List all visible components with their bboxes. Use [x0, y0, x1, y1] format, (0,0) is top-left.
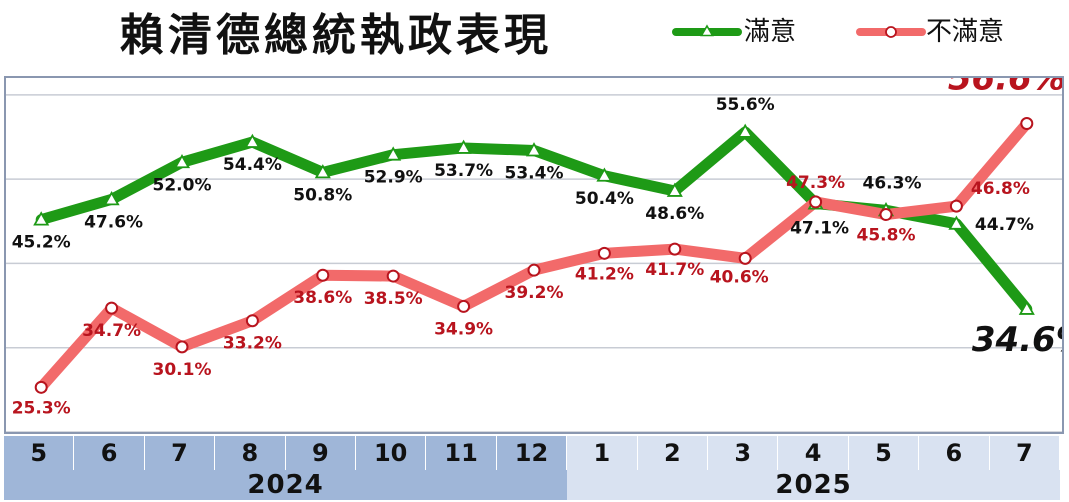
x-tick-label: 12	[496, 436, 568, 470]
dissatisfied-point	[879, 208, 893, 222]
x-tick-label: 5	[848, 436, 920, 470]
x-tick-label: 8	[215, 436, 286, 470]
satisfied-point	[314, 164, 331, 179]
dissatisfied-point	[1020, 117, 1034, 131]
satisfied-data-label: 54.4%	[223, 155, 282, 175]
satisfied-point	[244, 133, 261, 148]
dissatisfied-data-label: 40.6%	[710, 267, 769, 287]
line-chart: 45.2% 47.6% 52.0% 54.4% 50.8% 52.9% 53.7% 53.4%…	[6, 78, 1062, 432]
satisfied-point	[596, 167, 613, 182]
satisfied-data-label: 55.6%	[716, 95, 775, 115]
dissatisfied-data-label: 30.1%	[153, 360, 212, 380]
dissatisfied-data-label: 45.8%	[857, 226, 916, 246]
dissatisfied-point	[175, 340, 189, 354]
legend-satisfied-label: 滿意	[744, 17, 797, 47]
x-tick-label: 3	[708, 436, 779, 470]
satisfied-data-label: 53.4%	[505, 163, 564, 183]
x-tick-label: 9	[285, 436, 356, 470]
dissatisfied-data-label: 47.3%	[786, 173, 845, 193]
legend-dissatisfied-label: 不滿意	[926, 17, 1005, 47]
dissatisfied-data-label: 41.7%	[645, 260, 704, 280]
x-axis-band: 5 6 7 8 9 10 11 12 2024 1 2 3 4 5 6 7 2025	[4, 436, 1064, 500]
satisfied-point	[525, 142, 543, 157]
year-label: 2024	[4, 470, 568, 500]
x-tick-label: 7	[989, 436, 1060, 470]
x-tick-label: 10	[356, 436, 427, 470]
dissatisfied-data-label: 56.6%	[948, 78, 1062, 99]
satisfied-data-label: 44.7%	[975, 215, 1034, 235]
dissatisfied-point	[527, 263, 541, 277]
satisfied-data-label: 47.1%	[790, 219, 849, 239]
satisfied-data-label: 48.6%	[645, 204, 704, 224]
x-tick-label: 11	[426, 436, 497, 470]
legend-item-dissatisfied: 不滿意	[856, 14, 1046, 50]
satisfied-data-label: 50.8%	[293, 185, 352, 205]
legend-item-satisfied: 滿意	[672, 14, 822, 50]
dissatisfied-point	[949, 199, 963, 213]
dissatisfied-data-label: 34.9%	[434, 319, 493, 339]
satisfied-point	[737, 123, 754, 138]
dissatisfied-data-label: 34.7%	[82, 321, 141, 341]
satisfied-data-label: 52.0%	[153, 175, 212, 195]
dissatisfied-point	[668, 242, 682, 256]
satisfied-data-label: 45.2%	[12, 233, 71, 253]
x-tick-label: 4	[778, 436, 849, 470]
dissatisfied-data-label: 46.8%	[971, 179, 1030, 199]
chart-title: 賴清德總統執政表現	[120, 10, 552, 61]
dissatisfied-point	[457, 299, 471, 313]
dissatisfied-point	[34, 380, 48, 394]
satisfied-data-label: 34.6%	[972, 320, 1062, 360]
plot-area: 45.2% 47.6% 52.0% 54.4% 50.8% 52.9% 53.7% 53.4%…	[4, 76, 1064, 434]
dissatisfied-data-label: 38.5%	[364, 289, 423, 309]
year-label: 2025	[567, 470, 1060, 500]
satisfied-data-label: 53.7%	[434, 161, 493, 181]
x-tick-label: 2	[637, 436, 708, 470]
dissatisfied-point	[105, 301, 119, 315]
dissatisfied-point	[809, 195, 823, 209]
dissatisfied-point	[738, 251, 752, 265]
satisfied-data-label: 52.9%	[364, 168, 423, 188]
satisfied-point	[455, 139, 472, 154]
satisfied-point	[385, 146, 402, 161]
dissatisfied-point	[386, 269, 400, 283]
legend-satisfied-swatch	[672, 24, 742, 37]
x-tick-label: 6	[919, 436, 990, 470]
dissatisfied-point	[245, 314, 259, 328]
satisfied-point	[1018, 300, 1035, 315]
dissatisfied-data-label: 41.2%	[575, 264, 634, 284]
satisfied-point	[103, 191, 120, 206]
dissatisfied-data-label: 38.6%	[293, 288, 352, 308]
dissatisfied-point	[316, 268, 330, 282]
satisfied-point	[33, 211, 50, 226]
dissatisfied-data-label: 33.2%	[223, 334, 282, 354]
x-tick-label: 1	[567, 436, 638, 470]
x-tick-label: 6	[74, 436, 145, 470]
satisfied-point	[948, 215, 965, 230]
dissatisfied-point	[597, 246, 611, 260]
dissatisfied-data-label: 39.2%	[505, 283, 564, 303]
satisfied-data-label: 46.3%	[863, 173, 922, 193]
satisfied-data-label: 47.6%	[84, 212, 143, 232]
satisfied-point	[173, 153, 191, 169]
dissatisfied-data-label: 25.3%	[12, 398, 71, 418]
legend-dissatisfied-swatch	[856, 26, 926, 38]
x-tick-label: 5	[4, 436, 75, 470]
satisfied-data-label: 50.4%	[575, 189, 634, 209]
x-tick-label: 7	[144, 436, 216, 470]
satisfied-point	[666, 182, 683, 197]
